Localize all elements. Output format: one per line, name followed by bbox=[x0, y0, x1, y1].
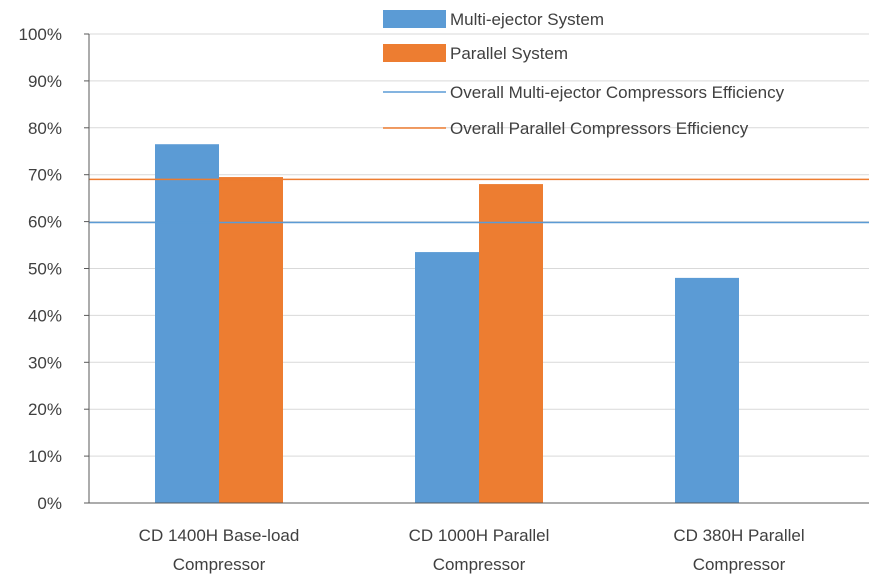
x-tick-label: CD 380H Parallel bbox=[673, 526, 804, 545]
bar-parallel-1 bbox=[479, 184, 543, 503]
x-tick-label: Compressor bbox=[433, 555, 526, 574]
y-tick-label: 0% bbox=[37, 494, 62, 513]
x-tick-label: Compressor bbox=[693, 555, 786, 574]
x-tick-label: CD 1400H Base-load bbox=[139, 526, 300, 545]
y-tick-label: 10% bbox=[28, 447, 62, 466]
bar-multi-ejector-0 bbox=[155, 144, 219, 503]
y-tick-labels: 0% 10% 20% 30% 40% 50% 60% 70% 80% 90% 100% bbox=[19, 25, 62, 513]
legend-label: Overall Multi-ejector Compressors Effici… bbox=[450, 83, 785, 102]
axes bbox=[84, 33, 869, 504]
legend: Multi-ejector System Parallel System Overa… bbox=[383, 10, 785, 138]
legend-swatch bbox=[383, 10, 446, 28]
y-tick-label: 100% bbox=[19, 25, 62, 44]
x-tick-label: CD 1000H Parallel bbox=[409, 526, 550, 545]
x-tick-labels: CD 1400H Base-load Compressor CD 1000H Par… bbox=[139, 526, 805, 574]
y-tick-label: 70% bbox=[28, 166, 62, 185]
legend-label: Parallel System bbox=[450, 44, 568, 63]
y-tick-label: 20% bbox=[28, 400, 62, 419]
bar-parallel-0 bbox=[219, 177, 283, 504]
y-tick-label: 40% bbox=[28, 306, 62, 325]
y-tick-label: 90% bbox=[28, 72, 62, 91]
bar-multi-ejector-1 bbox=[415, 252, 479, 503]
y-tick-label: 50% bbox=[28, 260, 62, 279]
bars bbox=[155, 144, 739, 504]
y-tick-label: 30% bbox=[28, 353, 62, 372]
x-tick-label: Compressor bbox=[173, 555, 266, 574]
legend-label: Multi-ejector System bbox=[450, 10, 604, 29]
legend-swatch bbox=[383, 44, 446, 62]
reference-lines bbox=[89, 178, 869, 224]
y-tick-label: 60% bbox=[28, 213, 62, 232]
legend-label: Overall Parallel Compressors Efficiency bbox=[450, 119, 749, 138]
bar-multi-ejector-2 bbox=[675, 277, 739, 503]
y-tick-label: 80% bbox=[28, 119, 62, 138]
